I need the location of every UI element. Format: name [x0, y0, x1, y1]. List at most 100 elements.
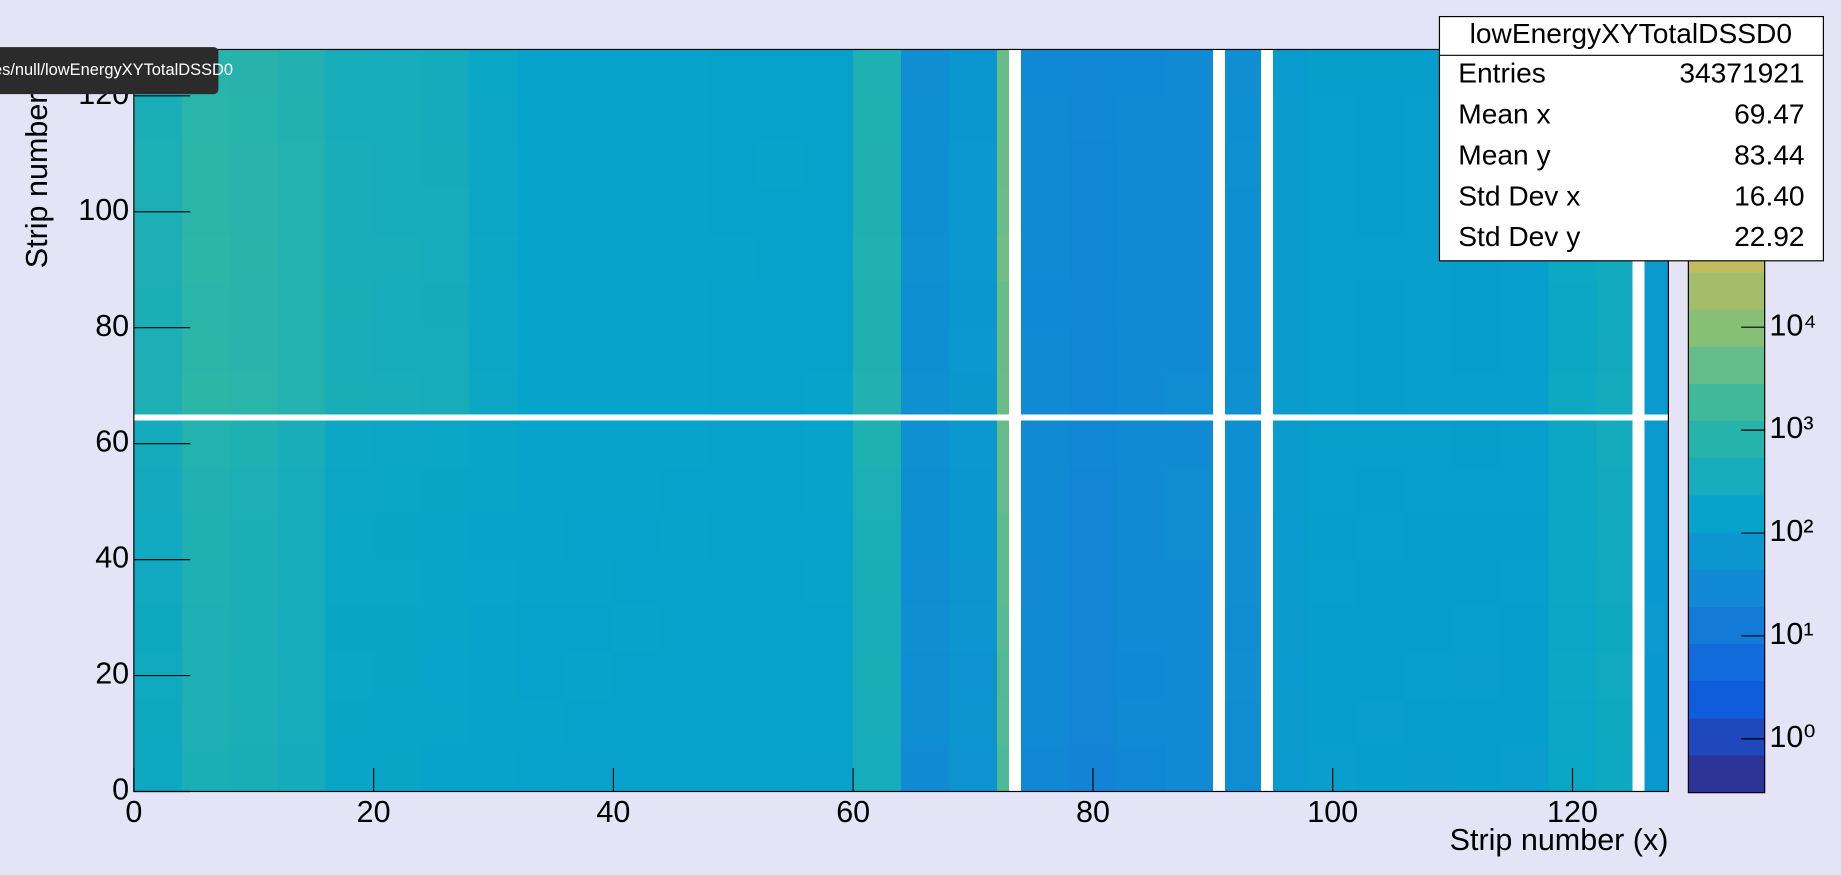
- color-band: [1688, 495, 1765, 533]
- z-tick-label: 10²: [1769, 514, 1813, 548]
- x-tick-label: 40: [596, 795, 630, 829]
- heatmap-cell: [469, 142, 518, 189]
- heatmap-cell: [757, 466, 806, 514]
- heatmap-cell: [565, 745, 614, 792]
- heatmap-cell: [1404, 652, 1453, 699]
- heatmap-cell: [709, 374, 758, 415]
- heatmap-cell: [1116, 420, 1165, 467]
- heatmap-cell: [997, 513, 1010, 560]
- heatmap-cell: [1500, 420, 1549, 467]
- heatmap-cell: [709, 95, 758, 143]
- heatmap-cell: [421, 605, 470, 653]
- heatmap-cell: [1308, 281, 1357, 328]
- heatmap-cell: [229, 652, 278, 699]
- heatmap-cell: [757, 49, 806, 96]
- heatmap-cell: [421, 234, 470, 282]
- heatmap-cell: [709, 559, 758, 606]
- heatmap-cell: [517, 513, 566, 560]
- heatmap-cell: [1308, 466, 1357, 514]
- heatmap-cell: [469, 95, 518, 143]
- heatmap-cell: [757, 698, 806, 746]
- heatmap-cell: [613, 281, 662, 328]
- heatmap-cell: [1021, 234, 1069, 282]
- heatmap-cell: [997, 95, 1010, 143]
- heatmap-cell: [949, 605, 998, 653]
- heatmap-cell: [517, 49, 566, 96]
- heatmap-cell: [565, 95, 614, 143]
- heatmap-cell: [853, 188, 902, 235]
- heatmap-cell: [997, 605, 1010, 653]
- heatmap-cell: [421, 466, 470, 514]
- stats-value: 16.40: [1734, 179, 1804, 211]
- heatmap-cell: [325, 142, 374, 189]
- heatmap-cell: [517, 745, 566, 792]
- heatmap-cell: [133, 698, 182, 746]
- heatmap-cell: [1548, 374, 1597, 415]
- heatmap-cell: [229, 142, 278, 189]
- y-tick-label: 0: [112, 773, 129, 807]
- heatmap-cell: [709, 281, 758, 328]
- y-tick-label: 20: [95, 657, 129, 691]
- heatmap-cell: [277, 745, 326, 792]
- heatmap-cell: [1500, 745, 1549, 792]
- heatmap-cell: [469, 605, 518, 653]
- heatmap-cell: [757, 281, 806, 328]
- heatmap-cell: [1164, 281, 1213, 328]
- heatmap-cell: [1021, 698, 1069, 746]
- heatmap-cell: [469, 745, 518, 792]
- color-band: [1688, 458, 1765, 496]
- heatmap-cell: [325, 281, 374, 328]
- heatmap-cell: [229, 374, 278, 415]
- heatmap-cell: [1272, 466, 1309, 514]
- heatmap-cell: [949, 466, 998, 514]
- heatmap-cell: [901, 327, 950, 375]
- heatmap-cell: [949, 513, 998, 560]
- heatmap-cell: [661, 142, 710, 189]
- heatmap-cell: [277, 142, 326, 189]
- heatmap-cell: [229, 327, 278, 375]
- heatmap-cell: [805, 420, 854, 467]
- heatmap-cell: [1116, 745, 1165, 792]
- heatmap-cell: [469, 466, 518, 514]
- heatmap-cell: [1356, 420, 1405, 467]
- heatmap-cell: [661, 605, 710, 653]
- heatmap-cell: [1404, 513, 1453, 560]
- heatmap-cell: [469, 652, 518, 699]
- heatmap-cell: [565, 374, 614, 415]
- heatmap-cell: [853, 745, 902, 792]
- stats-title: lowEnergyXYTotalDSSD0: [1470, 17, 1792, 49]
- heatmap-cell: [661, 420, 710, 467]
- heatmap-cell: [1356, 49, 1405, 96]
- heatmap-cell: [133, 374, 182, 415]
- heatmap-cell: [709, 49, 758, 96]
- heatmap-cell: [1500, 513, 1549, 560]
- heatmap-cell: [1272, 95, 1309, 143]
- heatmap-cell: [1021, 142, 1069, 189]
- heatmap-cell: [1452, 374, 1501, 415]
- heatmap-cell: [613, 49, 662, 96]
- heatmap-cell: [229, 559, 278, 606]
- heatmap-cell: [1272, 234, 1309, 282]
- heatmap-cell: [901, 49, 950, 96]
- heatmap-cell: [1356, 188, 1405, 235]
- heatmap-cell: [757, 234, 806, 282]
- heatmap-cell: [613, 745, 662, 792]
- stats-value: 83.44: [1734, 138, 1804, 170]
- z-tick-label: 10¹: [1769, 617, 1813, 651]
- heatmap-cell: [853, 374, 902, 415]
- heatmap-cell: [805, 234, 854, 282]
- heatmap-cell: [949, 652, 998, 699]
- y-tick-label: 80: [95, 309, 129, 343]
- heatmap-cell: [181, 374, 230, 415]
- heatmap-cell: [325, 234, 374, 282]
- heatmap-cell: [1308, 652, 1357, 699]
- heatmap-cell: [517, 420, 566, 467]
- heatmap-cell: [613, 652, 662, 699]
- heatmap-cell: [997, 374, 1010, 415]
- heatmap-cell: [181, 559, 230, 606]
- heatmap-cell: [901, 95, 950, 143]
- axes: 020406080100120020406080100120: [78, 48, 1669, 829]
- heatmap-cell: [613, 95, 662, 143]
- heatmap-cell: [805, 374, 854, 415]
- heatmap-cell: [229, 95, 278, 143]
